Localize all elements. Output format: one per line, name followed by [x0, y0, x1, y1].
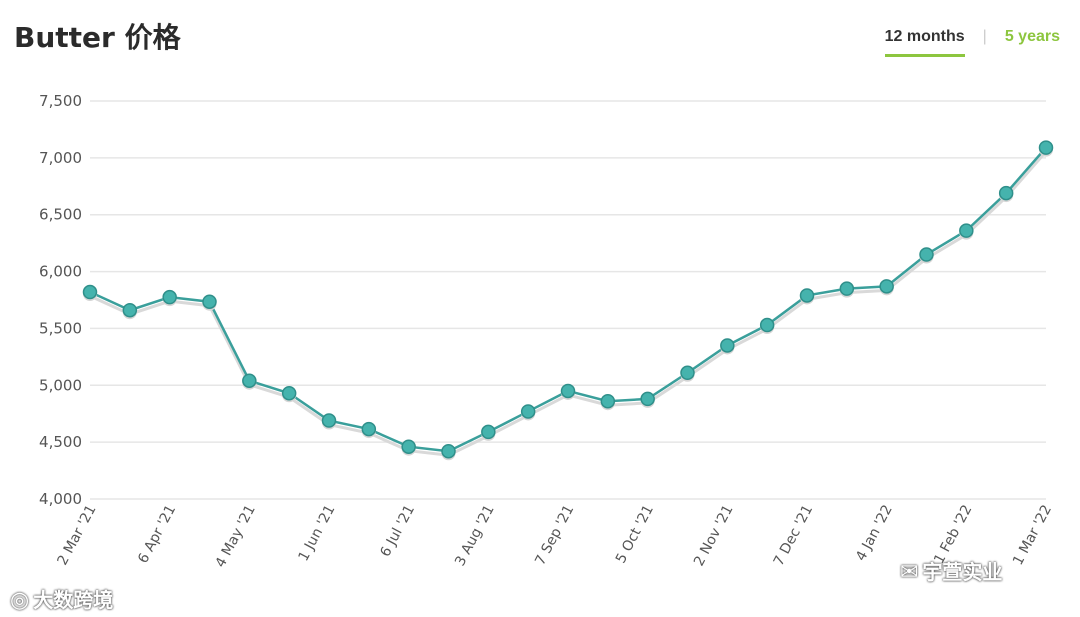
- x-tick-label: 7 Dec '21: [771, 502, 816, 568]
- data-point: [720, 338, 735, 353]
- data-point: [879, 279, 894, 294]
- x-tick-label: 1 Jun '21: [295, 502, 338, 564]
- data-point: [959, 223, 974, 238]
- data-point: [401, 439, 416, 454]
- data-point: [600, 393, 616, 409]
- data-point: [560, 383, 576, 399]
- x-tick-label: 6 Apr '21: [135, 502, 179, 566]
- chart-title: Butter 价格: [14, 21, 181, 54]
- x-tick-label: 3 Aug '21: [452, 502, 497, 569]
- watermark-right-text: 宇萱实业: [922, 560, 1003, 584]
- x-tick-label: 6 Jul '21: [377, 502, 418, 559]
- y-tick-label: 4,500: [39, 433, 82, 451]
- x-tick-label: 7 Sep '21: [532, 502, 577, 568]
- data-point: [680, 365, 695, 381]
- y-tick-label: 6,500: [39, 206, 82, 224]
- data-point: [640, 391, 655, 407]
- tab-12-months[interactable]: 12 months: [884, 28, 965, 57]
- y-tick-label: 7,000: [39, 149, 82, 167]
- y-tick-label: 4,000: [39, 490, 82, 508]
- data-point: [759, 317, 775, 333]
- x-tick-label: 5 Oct '21: [613, 502, 657, 566]
- series-line-shadow: [89, 150, 1048, 457]
- y-tick-label: 5,000: [39, 376, 82, 394]
- data-point: [839, 281, 855, 296]
- data-point: [361, 421, 377, 437]
- x-tick-label: 2 Mar '21: [54, 502, 99, 568]
- x-tick-label: 4 May '21: [213, 502, 259, 570]
- weibo-icon: ◎: [10, 588, 30, 613]
- data-point: [998, 185, 1014, 201]
- y-tick-label: 5,500: [39, 319, 82, 337]
- data-point: [281, 385, 297, 401]
- x-tick-label: 1 Mar '22: [1010, 502, 1055, 568]
- watermark-left: ◎ 大数跨境: [10, 584, 113, 613]
- data-point: [919, 247, 934, 262]
- data-point: [82, 284, 98, 300]
- x-tick-label: 4 Jan '22: [853, 502, 896, 563]
- y-tick-label: 6,000: [39, 263, 82, 281]
- tab-5-years[interactable]: 5 years: [1004, 28, 1060, 45]
- data-point: [1038, 140, 1054, 155]
- series-line: [89, 146, 1047, 453]
- y-tick-label: 7,500: [39, 92, 82, 110]
- watermark-left-text: 大数跨境: [33, 588, 114, 612]
- data-point: [520, 404, 536, 419]
- data-point: [242, 373, 257, 388]
- wechat-icon: ✉: [900, 560, 919, 585]
- data-point: [162, 289, 177, 305]
- data-point: [441, 443, 456, 459]
- watermark-right: ✉ 宇萱实业: [900, 556, 1002, 585]
- data-point: [481, 424, 496, 440]
- data-point: [799, 288, 815, 303]
- data-point: [122, 302, 138, 318]
- range-tabs: 12 months | 5 years: [884, 28, 1060, 57]
- tab-separator: |: [982, 28, 987, 45]
- data-point: [321, 413, 337, 428]
- data-point: [202, 294, 217, 309]
- x-tick-label: 2 Nov '21: [691, 502, 736, 568]
